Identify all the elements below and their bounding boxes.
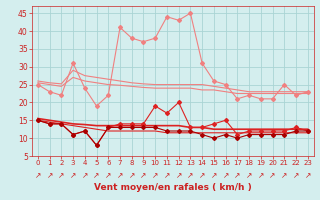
X-axis label: Vent moyen/en rafales ( km/h ): Vent moyen/en rafales ( km/h ) [94, 183, 252, 192]
